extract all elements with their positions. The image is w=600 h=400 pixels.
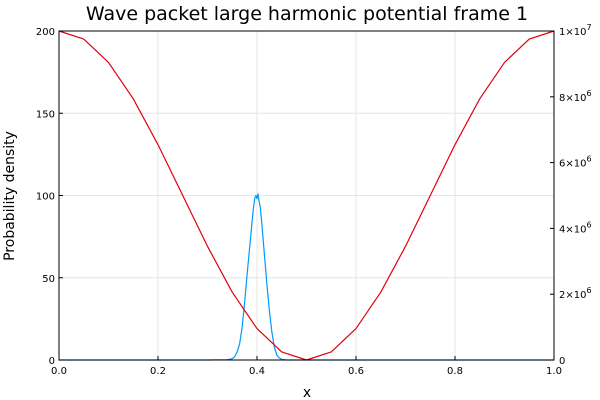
x-axis-label: x [303, 385, 311, 400]
x-axis-ticks: 0.0 0.2 0.4 0.6 0.8 1.0 [51, 356, 562, 377]
y2-tick-label: 2×106 [559, 286, 592, 301]
y-tick-label: 100 [36, 192, 55, 203]
y2-tick-label: 6×106 [559, 155, 592, 170]
y2-tick-label: 0 [559, 356, 565, 367]
y2-tick-label: 1×107 [559, 23, 592, 38]
x-tick-label: 1.0 [546, 366, 562, 377]
y2-tick-label: 8×106 [559, 89, 592, 104]
x-tick-label: 0.2 [150, 366, 166, 377]
y-tick-label: 0 [49, 356, 55, 367]
probability-density-line [59, 193, 554, 361]
y-axis-label: Probability density [2, 131, 18, 261]
y-axis-ticks: 0 50 100 150 200 [36, 27, 63, 367]
y-tick-label: 200 [36, 27, 55, 38]
y-tick-label: 150 [36, 109, 55, 120]
y-tick-label: 50 [42, 274, 55, 285]
grid [58, 30, 555, 361]
x-tick-label: 0.6 [348, 366, 364, 377]
x-tick-label: 0.8 [447, 366, 463, 377]
x-tick-label: 0.4 [249, 366, 265, 377]
y2-axis-ticks: 0 2×106 4×106 6×106 8×106 1×107 [550, 23, 592, 367]
chart-title: Wave packet large harmonic potential fra… [86, 3, 528, 25]
y2-tick-label: 4×106 [559, 220, 592, 235]
x-tick-label: 0.0 [51, 366, 67, 377]
